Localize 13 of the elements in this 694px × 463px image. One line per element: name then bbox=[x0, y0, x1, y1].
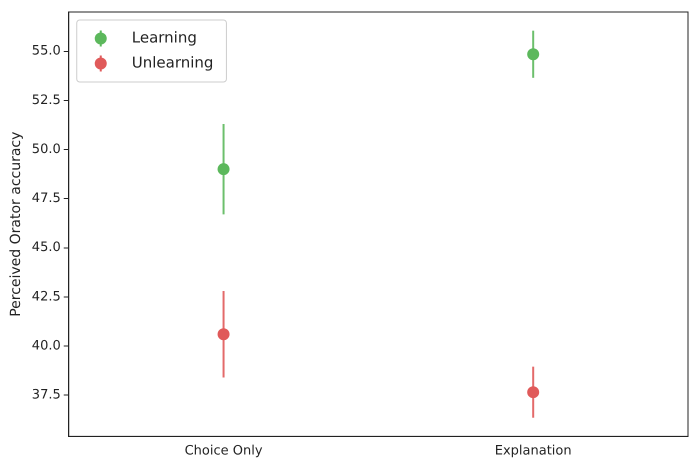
legend-label: Learning bbox=[132, 28, 197, 46]
y-tick-label: 40.0 bbox=[32, 338, 61, 354]
y-axis-title: Perceived Orator accuracy bbox=[8, 132, 24, 317]
y-tick-label: 42.5 bbox=[32, 289, 61, 304]
y-tick-label: 47.5 bbox=[32, 191, 61, 206]
y-tick-label: 45.0 bbox=[32, 240, 61, 256]
legend-label: Unlearning bbox=[132, 53, 214, 72]
y-tick-label: 55.0 bbox=[32, 44, 61, 59]
x-tick-label: Explanation bbox=[494, 444, 572, 459]
x-tick-label: Choice Only bbox=[184, 444, 263, 459]
y-tick-label: 37.5 bbox=[32, 388, 61, 403]
y-tick-label: 50.0 bbox=[32, 142, 61, 157]
y-tick-label: 52.5 bbox=[32, 92, 61, 108]
